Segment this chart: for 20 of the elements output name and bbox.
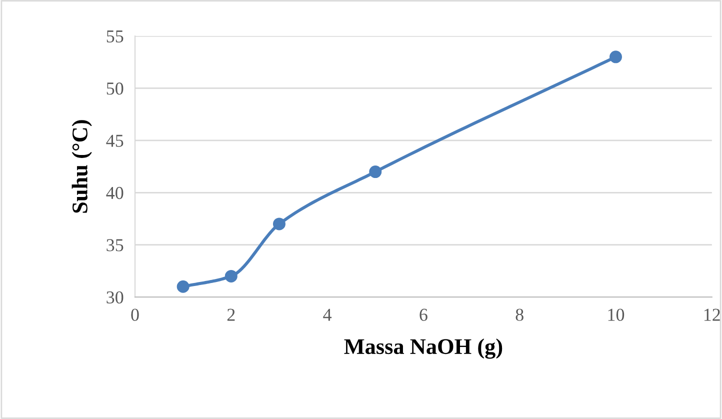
y-tick-label: 45 <box>106 134 124 147</box>
point <box>609 50 622 64</box>
y-tick-label: 35 <box>106 239 124 252</box>
x-tick-label: 12 <box>704 308 720 321</box>
x-tick-label: 4 <box>323 308 332 321</box>
point <box>176 280 190 293</box>
point <box>272 218 286 230</box>
point <box>369 166 382 178</box>
x-tick-label: 0 <box>131 308 139 321</box>
x-tick-label: 6 <box>420 308 428 321</box>
y-tick-label: 50 <box>106 82 124 95</box>
y-tick-label: 40 <box>106 186 124 200</box>
x-tick-label: 2 <box>227 308 235 321</box>
x-tick-label: 10 <box>608 308 624 321</box>
x-axis-title: Massa NaOH (g) <box>344 338 502 359</box>
y-axis-title: Suhu (°C) <box>72 120 92 213</box>
x-tick-label: 8 <box>516 308 524 321</box>
y-tick-label: 55 <box>106 30 124 42</box>
y-tick-label: 30 <box>106 291 124 304</box>
point <box>224 270 238 282</box>
